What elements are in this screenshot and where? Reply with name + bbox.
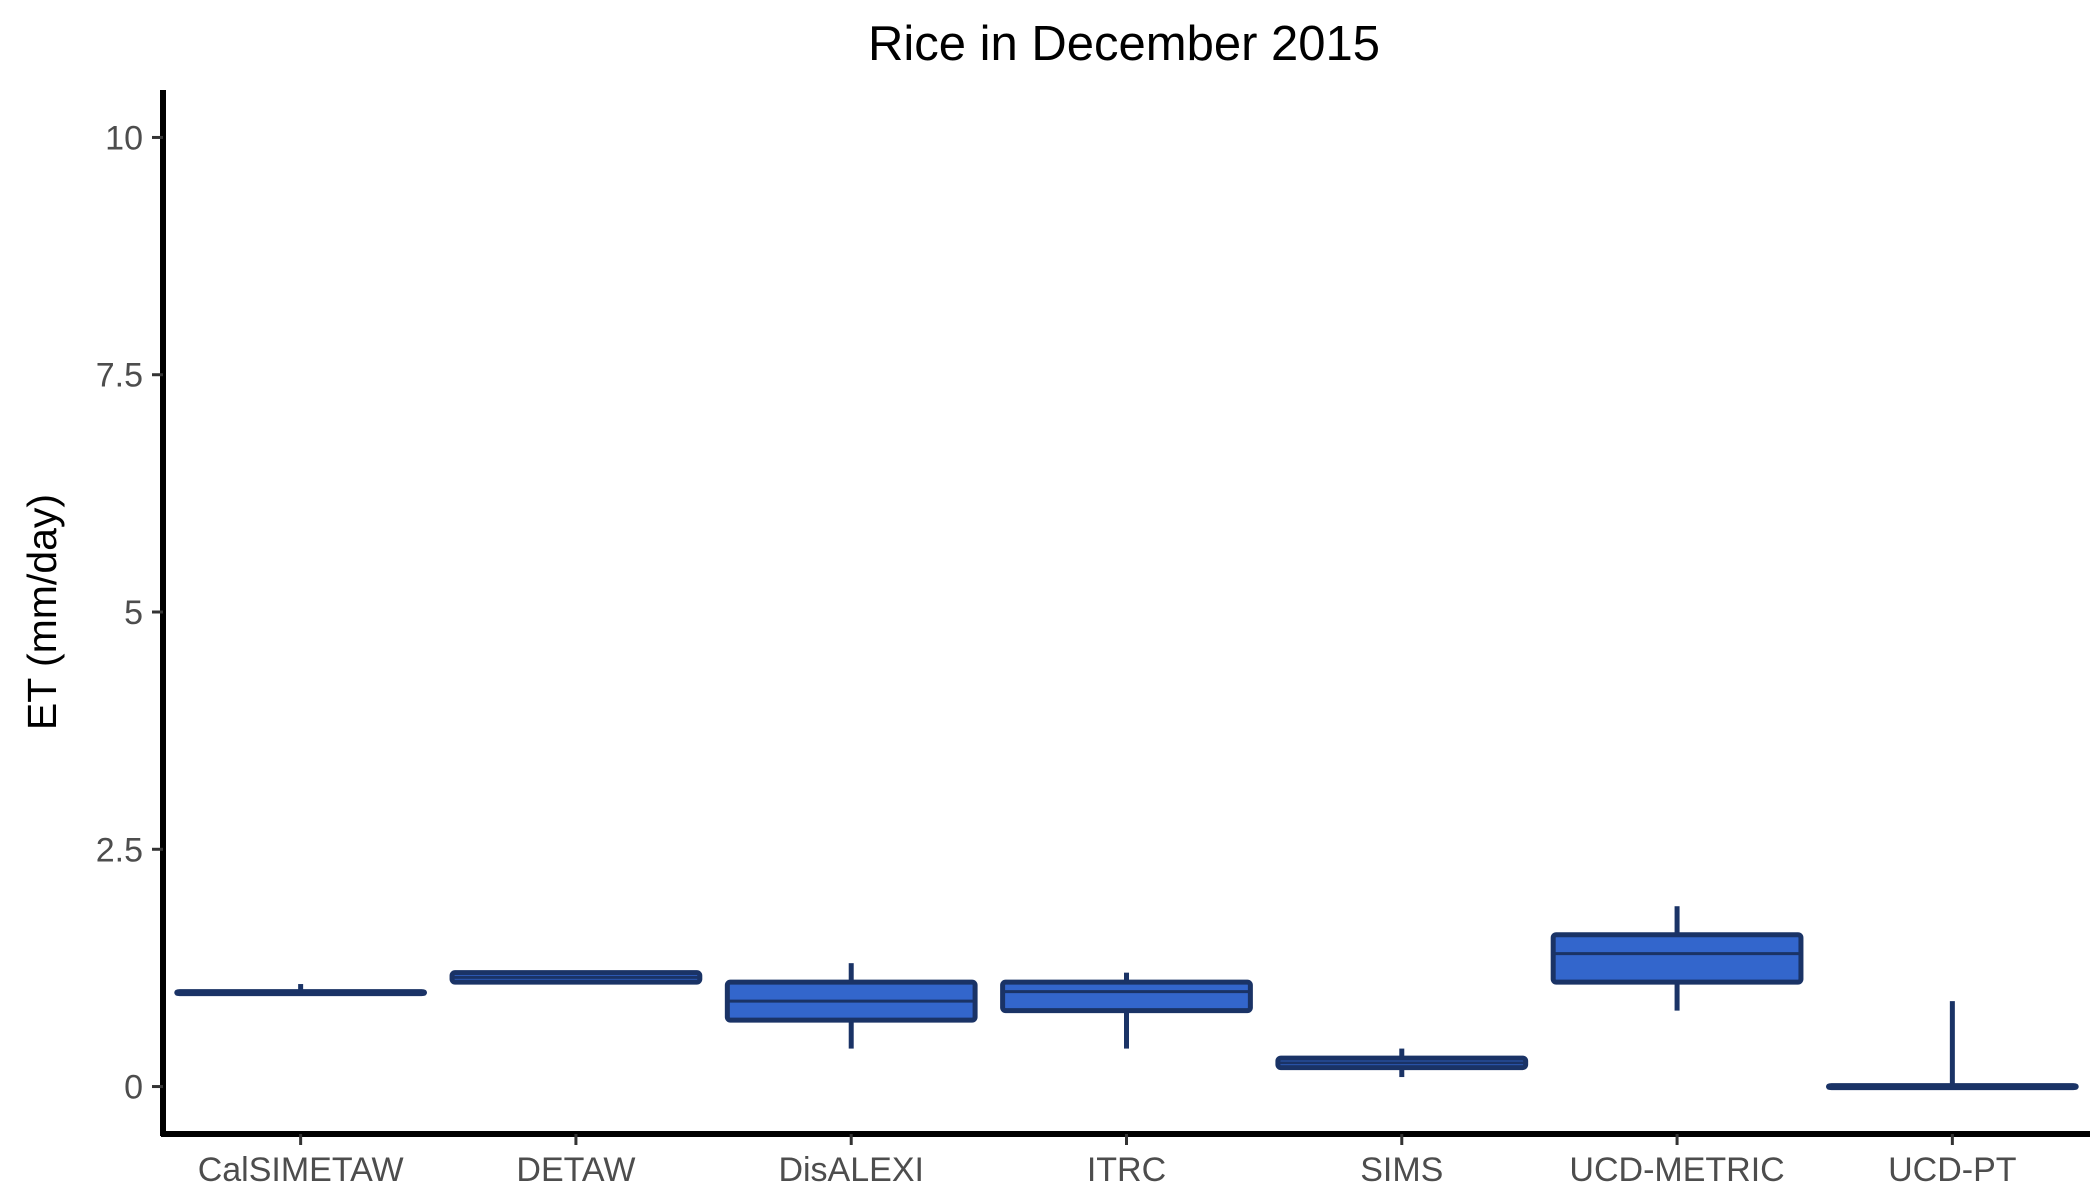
y-axis-title: ET (mm/day): [19, 494, 65, 730]
x-tick-label: UCD-METRIC: [1569, 1151, 1784, 1189]
box-ucd-metric: [1550, 906, 1804, 1011]
x-tick-label: DisALEXI: [778, 1151, 924, 1189]
x-tick-label: CalSIMETAW: [198, 1151, 404, 1189]
interquartile-box: [1000, 979, 1253, 1014]
x-tick-label: ITRC: [1087, 1151, 1166, 1189]
chart-title: Rice in December 2015: [868, 17, 1380, 71]
box-disalexi: [724, 963, 978, 1049]
x-tick-label: DETAW: [516, 1151, 635, 1189]
box-ucd-pt: [1825, 1001, 2079, 1091]
plot-area: 0 2.5 5 7.5 10 CalSIMETAW DETAW DisALEXI ITRC SIM…: [96, 90, 2090, 1189]
x-tick-label: SIMS: [1360, 1151, 1443, 1189]
interquartile-box: [1550, 932, 1804, 985]
box-calsimetaw: [174, 984, 428, 997]
box-detaw: [449, 970, 703, 985]
box-sims: [1275, 1048, 1529, 1078]
box-itrc: [1000, 972, 1253, 1049]
y-tick-label: 7.5: [96, 357, 143, 395]
y-tick-label: 5: [124, 594, 143, 632]
x-tick-label: UCD-PT: [1888, 1151, 2016, 1189]
y-tick-label: 2.5: [96, 831, 143, 869]
y-tick-label: 10: [105, 119, 143, 157]
y-tick-label: 0: [124, 1069, 143, 1107]
